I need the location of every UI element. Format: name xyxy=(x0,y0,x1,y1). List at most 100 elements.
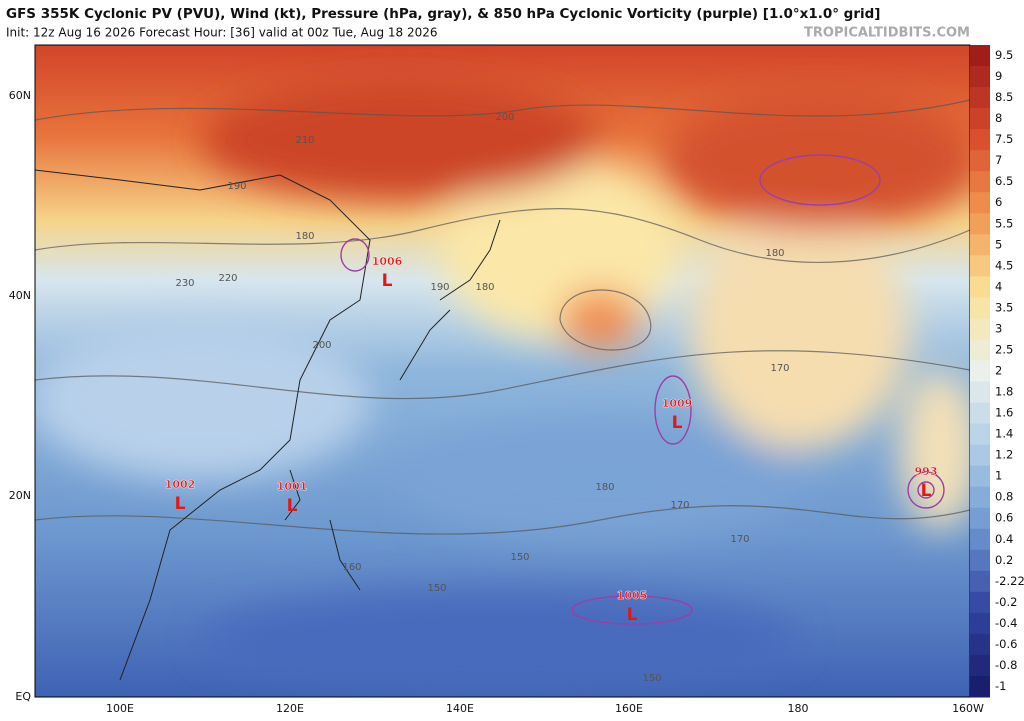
colorbar-label: 3.5 xyxy=(995,300,1013,314)
low-symbol: L xyxy=(627,605,638,625)
colorbar-label: 8.5 xyxy=(995,90,1013,104)
low-pressure: 1009 xyxy=(662,397,693,410)
colorbar-label: 1.8 xyxy=(995,385,1013,399)
colorbar-label: 6.5 xyxy=(995,174,1013,188)
contour-label: 170 xyxy=(770,363,789,374)
colorbar-cell xyxy=(970,129,990,151)
colorbar-cell xyxy=(970,423,990,446)
brand: TROPICALTIDBITS.COM xyxy=(804,26,970,41)
lat-label: 20N xyxy=(9,489,31,502)
contour-label: 190 xyxy=(227,181,246,192)
colorbar-label: -0.4 xyxy=(995,616,1017,630)
colorbar-cell xyxy=(970,465,990,488)
colorbar-label: -1 xyxy=(995,679,1006,693)
colorbar-cell xyxy=(970,612,990,635)
low-symbol: L xyxy=(382,271,393,291)
colorbar-label: 2 xyxy=(995,364,1002,378)
colorbar-label: 1.4 xyxy=(995,427,1013,441)
low-symbol: L xyxy=(287,496,298,516)
colorbar-label: 7.5 xyxy=(995,132,1013,146)
lon-label: 160W xyxy=(952,702,984,715)
colorbar-cell xyxy=(970,276,990,298)
contour-label: 160 xyxy=(342,562,361,573)
contour-label: 180 xyxy=(595,482,614,493)
colorbar-label: 3 xyxy=(995,321,1002,335)
colorbar-cell xyxy=(970,654,990,677)
contour-label: 150 xyxy=(510,552,529,563)
colorbar-cell xyxy=(970,444,990,467)
colorbar-cell xyxy=(970,66,990,88)
low-pressure: 1005 xyxy=(617,589,648,602)
colorbar-label: -0.2 xyxy=(995,595,1017,609)
contour-label: 230 xyxy=(175,278,194,289)
colorbar-cell xyxy=(970,192,990,214)
lon-label: 180 xyxy=(788,702,809,715)
contour-label: 180 xyxy=(295,231,314,242)
colorbar-cell xyxy=(970,318,990,340)
contour-label: 200 xyxy=(495,112,514,123)
colorbar-cell xyxy=(970,150,990,172)
colorbar-label: -0.6 xyxy=(995,637,1017,651)
low-pressure: 1006 xyxy=(372,255,403,268)
colorbar-cell xyxy=(970,87,990,109)
lon-label: 120E xyxy=(276,702,304,715)
colorbar-label: 4.5 xyxy=(995,258,1013,272)
contour-label: 150 xyxy=(427,583,446,594)
contour-label: 150 xyxy=(642,673,661,684)
contour-label: 220 xyxy=(218,273,237,284)
contour-label: 200 xyxy=(312,340,331,351)
colorbar-cell xyxy=(970,171,990,193)
colorbar-label: 5.5 xyxy=(995,216,1013,230)
colorbar-cell xyxy=(970,381,990,404)
lat-label: EQ xyxy=(15,690,31,703)
low-symbol: L xyxy=(921,481,932,501)
lat-label: 60N xyxy=(9,89,31,102)
colorbar-label: 6 xyxy=(995,195,1002,209)
colorbar-label: 0.8 xyxy=(995,490,1013,504)
colorbar-cell xyxy=(970,360,990,383)
colorbar-label: 0.6 xyxy=(995,511,1013,525)
subtitle: Init: 12z Aug 16 2026 Forecast Hour: [36… xyxy=(6,26,438,40)
title: GFS 355K Cyclonic PV (PVU), Wind (kt), P… xyxy=(6,6,880,22)
colorbar-label: 4 xyxy=(995,279,1002,293)
low-symbol: L xyxy=(175,494,186,514)
colorbar-label: 8 xyxy=(995,111,1002,125)
contour-label: 170 xyxy=(730,534,749,545)
colorbar-label: 0.4 xyxy=(995,532,1013,546)
contour-label: 170 xyxy=(670,500,689,511)
colorbar-label: 0.2 xyxy=(995,553,1013,567)
colorbar-cell xyxy=(970,108,990,130)
contour-label: 180 xyxy=(765,248,784,259)
colorbar-cell xyxy=(970,297,990,319)
low-pressure: 1001 xyxy=(277,480,308,493)
low-pressure: 1002 xyxy=(165,478,196,491)
map-field xyxy=(35,45,970,697)
contour-label: 190 xyxy=(430,282,449,293)
colorbar-cell xyxy=(970,507,990,530)
colorbar-label: -0.8 xyxy=(995,658,1017,672)
colorbar-label: 1.2 xyxy=(995,448,1013,462)
colorbar-label: 1 xyxy=(995,469,1002,483)
colorbar-label: 5 xyxy=(995,237,1002,251)
colorbar-label: 7 xyxy=(995,153,1002,167)
colorbar-cell xyxy=(970,528,990,551)
colorbar-cell xyxy=(970,675,990,698)
colorbar-label: -2.22 xyxy=(995,574,1024,588)
colorbar-label: 9.5 xyxy=(995,48,1013,62)
colorbar-label: 9 xyxy=(995,69,1002,83)
colorbar-cell xyxy=(970,402,990,425)
lon-label: 140E xyxy=(446,702,474,715)
colorbar-cell xyxy=(970,213,990,235)
low-symbol: L xyxy=(672,413,683,433)
colorbar-cell xyxy=(970,339,990,361)
colorbar-cell xyxy=(970,633,990,656)
colorbar-cell xyxy=(970,45,990,67)
colorbar-cell xyxy=(970,591,990,614)
colorbar-cell xyxy=(970,570,990,593)
colorbar-cell xyxy=(970,255,990,277)
contour-label: 210 xyxy=(295,135,314,146)
colorbar-cell xyxy=(970,486,990,509)
lat-label: 40N xyxy=(9,289,31,302)
